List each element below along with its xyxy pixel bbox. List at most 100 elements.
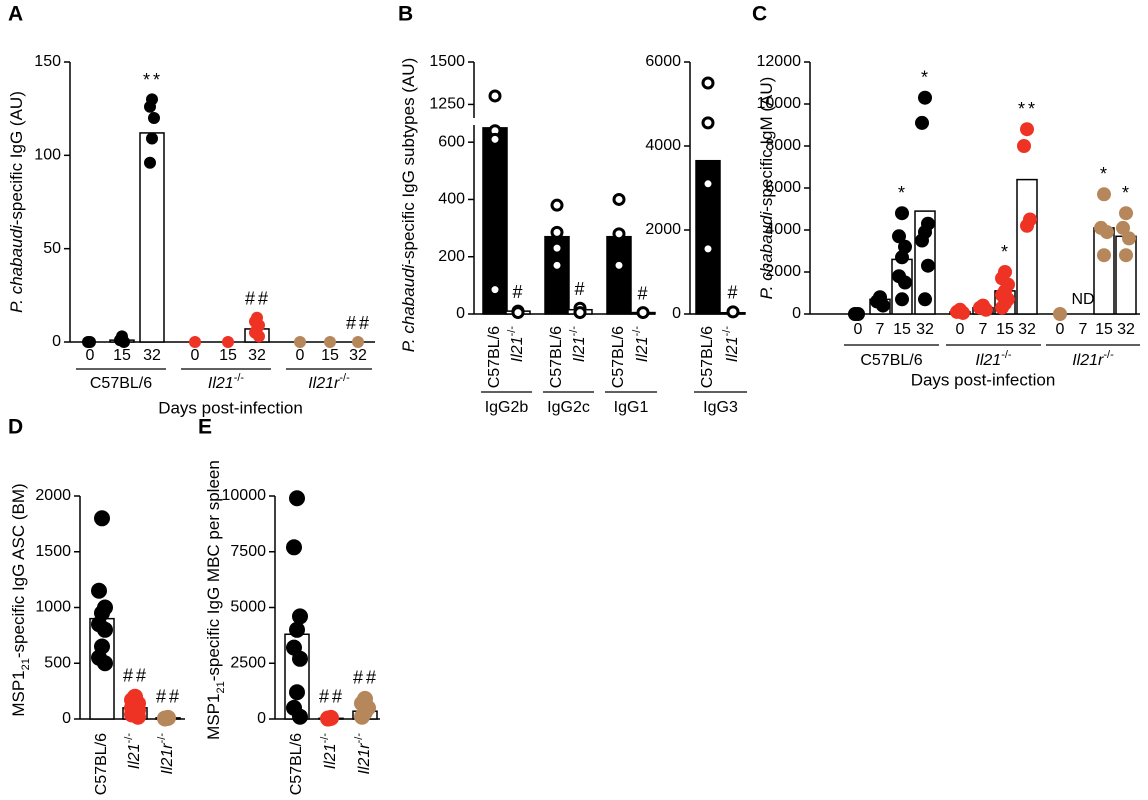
y-tick-label: 500	[44, 654, 71, 671]
data-point	[612, 227, 626, 241]
y-tick-label: 1500	[35, 543, 71, 560]
data-point	[979, 302, 993, 317]
data-point	[1097, 248, 1111, 263]
x-tick-label: Il21-/-	[721, 326, 741, 363]
x-tick-label: 7	[876, 321, 885, 338]
y-tick-label: 4000	[765, 221, 801, 238]
data-point	[1116, 220, 1130, 235]
x-tick-label: 15	[996, 321, 1014, 338]
y-tick-label: 600	[438, 133, 465, 150]
annotation: #	[574, 279, 587, 299]
y-axis-label: MSP121-specific IgG MBC per spleen	[204, 460, 226, 740]
data-point	[701, 116, 715, 130]
text-part: -/-	[506, 326, 518, 337]
data-point	[915, 115, 929, 130]
text-part: P. chabaudi	[7, 224, 26, 313]
data-point	[1020, 218, 1034, 233]
text-part: Il21r	[308, 375, 340, 392]
x-tick-label: 15	[1095, 321, 1113, 338]
data-point	[1119, 248, 1133, 263]
data-point	[1122, 231, 1136, 246]
text-part: -/-	[234, 372, 245, 384]
y-tick-label: 100	[34, 147, 61, 164]
data-point	[636, 306, 650, 320]
data-point	[294, 336, 306, 348]
annotation: **	[143, 70, 163, 90]
annotation: #	[727, 283, 740, 303]
x-tick-label: 32	[1018, 321, 1036, 338]
x-axis-label: Days post-infection	[158, 398, 303, 417]
group-label: Il21r-/-	[1072, 349, 1114, 369]
x-tick-label: 0	[956, 321, 965, 338]
x-tick-label: 32	[349, 347, 367, 364]
data-point	[995, 300, 1009, 315]
text-part: Il21	[634, 336, 651, 362]
y-tick-label: 0	[62, 710, 71, 727]
data-point	[876, 298, 890, 313]
text-part: Il21r	[356, 743, 373, 775]
data-point	[189, 336, 201, 348]
x-tick-label: C57BL/6	[610, 326, 627, 388]
data-point	[292, 708, 308, 725]
x-tick-label: Il21-/-	[568, 326, 588, 363]
data-point	[1017, 139, 1031, 153]
y-tick-label: 2500	[230, 654, 266, 671]
text-part: -specific IgG ASC (BM)	[9, 483, 28, 658]
annotation: #	[512, 282, 525, 302]
text-part: -/-	[319, 733, 331, 744]
text-part: -specific IgG MBC per spleen	[204, 460, 223, 681]
data-point	[289, 621, 305, 638]
text-part: MSP1	[204, 694, 223, 740]
y-tick-label: 0	[792, 305, 801, 322]
x-tick-label: C57BL/6	[699, 326, 716, 388]
y-tick-label: 7500	[230, 543, 266, 560]
text-part: P. chabaudi	[757, 211, 776, 300]
text-part: Il21	[724, 336, 741, 362]
x-tick-label: 32	[143, 347, 161, 364]
data-point	[157, 710, 173, 727]
x-tick-label: 15	[321, 347, 339, 364]
text-part: 21	[20, 658, 32, 670]
y-tick-label: 4000	[645, 137, 681, 154]
data-point	[1053, 307, 1067, 321]
group-label: C57BL/6	[90, 375, 152, 392]
annotation: *	[921, 67, 931, 87]
data-point	[921, 258, 935, 273]
data-point	[1020, 122, 1034, 137]
data-point	[726, 305, 740, 319]
panel-label: C	[752, 3, 767, 26]
data-point	[352, 336, 364, 348]
bar	[606, 235, 632, 315]
data-point	[148, 112, 160, 124]
data-point	[848, 307, 862, 321]
x-tick-label: 15	[893, 321, 911, 338]
panel-label: D	[8, 416, 23, 439]
text-part: -/-	[568, 326, 580, 337]
data-point	[354, 708, 370, 725]
data-point	[895, 206, 909, 221]
annotation: ##	[353, 668, 379, 688]
y-tick-label: 10000	[757, 95, 802, 112]
y-axis-label: MSP121-specific IgG ASC (BM)	[9, 483, 31, 716]
data-point	[320, 710, 336, 727]
data-point	[701, 177, 715, 191]
y-axis-label: P. chabaudi-specific IgG subtypes (AU)	[399, 58, 418, 353]
data-point	[292, 608, 308, 625]
data-point	[289, 684, 305, 701]
x-tick-label: Il21-/-	[631, 326, 651, 363]
data-point	[488, 132, 502, 146]
y-tick-label: 10000	[222, 487, 267, 504]
x-tick-label: 0	[296, 347, 305, 364]
x-tick-label: Il21r-/-	[156, 733, 176, 775]
y-tick-label: 150	[34, 53, 61, 70]
data-point	[324, 336, 336, 348]
text-part: -specific IgG (AU)	[7, 91, 26, 225]
data-point	[488, 283, 502, 297]
text-part: 21	[215, 681, 227, 693]
annotation: ##	[319, 687, 345, 707]
y-tick-label: 1000	[35, 599, 71, 616]
x-tick-label: 7	[1079, 321, 1088, 338]
text-part: MSP1	[9, 670, 28, 716]
y-tick-label: 0	[257, 710, 266, 727]
